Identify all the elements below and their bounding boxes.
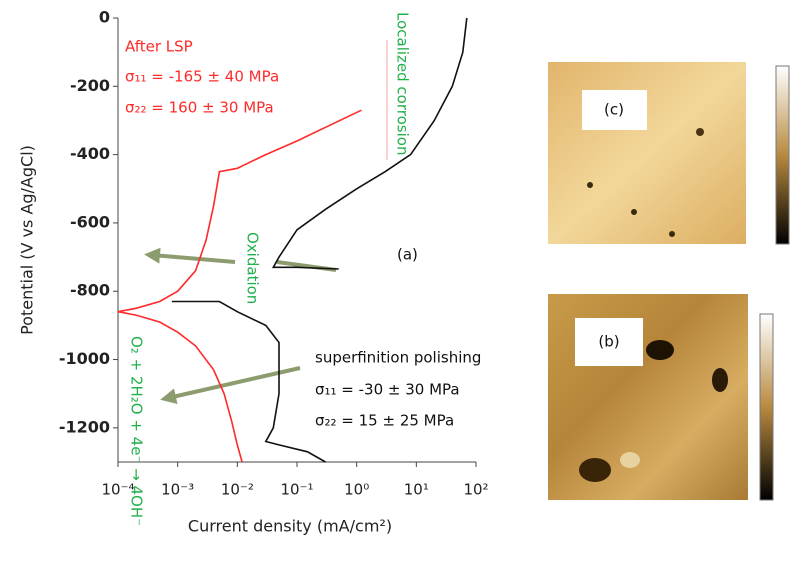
x-axis-label: Current density (mA/cm²) <box>188 517 392 536</box>
y-tick-label: 0 <box>99 8 110 27</box>
x-tick-label: 10¹ <box>404 481 429 499</box>
y-tick-label: -200 <box>70 76 110 95</box>
x-tick-label: 10⁰ <box>344 481 369 499</box>
inset-label-box <box>582 90 647 130</box>
arrow <box>160 366 301 405</box>
y-tick-label: -1000 <box>59 349 110 368</box>
pit <box>669 231 675 237</box>
annotation: Localized corrosion <box>394 12 412 155</box>
arrow <box>144 247 236 264</box>
pit <box>579 458 611 482</box>
annotation: Oxidation <box>244 232 262 304</box>
inset-label: (b) <box>598 333 619 351</box>
y-tick-label: -800 <box>70 281 110 300</box>
annotation: O₂ + 2H₂O + 4e⁻ → 4OH⁻ <box>128 336 146 526</box>
annotation: superfinition polishing <box>315 349 481 367</box>
pit <box>712 368 728 392</box>
y-axis-label: Potential (V vs Ag/AgCl) <box>18 145 37 335</box>
annotation: σ₁₁ = -165 ± 40 MPa <box>125 68 279 86</box>
y-tick-label: -1200 <box>59 417 110 436</box>
y-tick-label: -600 <box>70 212 110 231</box>
x-tick-label: 10⁻¹ <box>280 481 313 499</box>
colorbar <box>759 313 774 501</box>
x-tick-label: 10² <box>463 481 488 499</box>
inset-label: (c) <box>604 101 624 119</box>
pit <box>631 209 637 215</box>
inset-label-box <box>575 318 643 366</box>
pit <box>696 128 704 136</box>
pit <box>587 182 593 188</box>
y-tick-label: -400 <box>70 144 110 163</box>
annotation: After LSP <box>125 38 193 56</box>
colorbar <box>775 65 790 245</box>
x-tick-label: 10⁻² <box>221 481 254 499</box>
x-tick-label: 10⁻³ <box>161 481 194 499</box>
annotation: σ₁₁ = -30 ± 30 MPa <box>315 381 460 399</box>
particle <box>620 452 640 468</box>
annotation: σ₂₂ = 15 ± 25 MPa <box>315 412 454 430</box>
pit <box>646 340 674 360</box>
afm-image <box>548 62 746 244</box>
annotation: σ₂₂ = 160 ± 30 MPa <box>125 99 274 117</box>
x-tick-label: 10⁻⁴ <box>101 481 134 499</box>
polarization-curve <box>171 17 468 463</box>
polarization-curve <box>117 109 362 463</box>
afm-insets: (c) (b) <box>548 62 790 501</box>
annotation: (a) <box>397 246 418 264</box>
